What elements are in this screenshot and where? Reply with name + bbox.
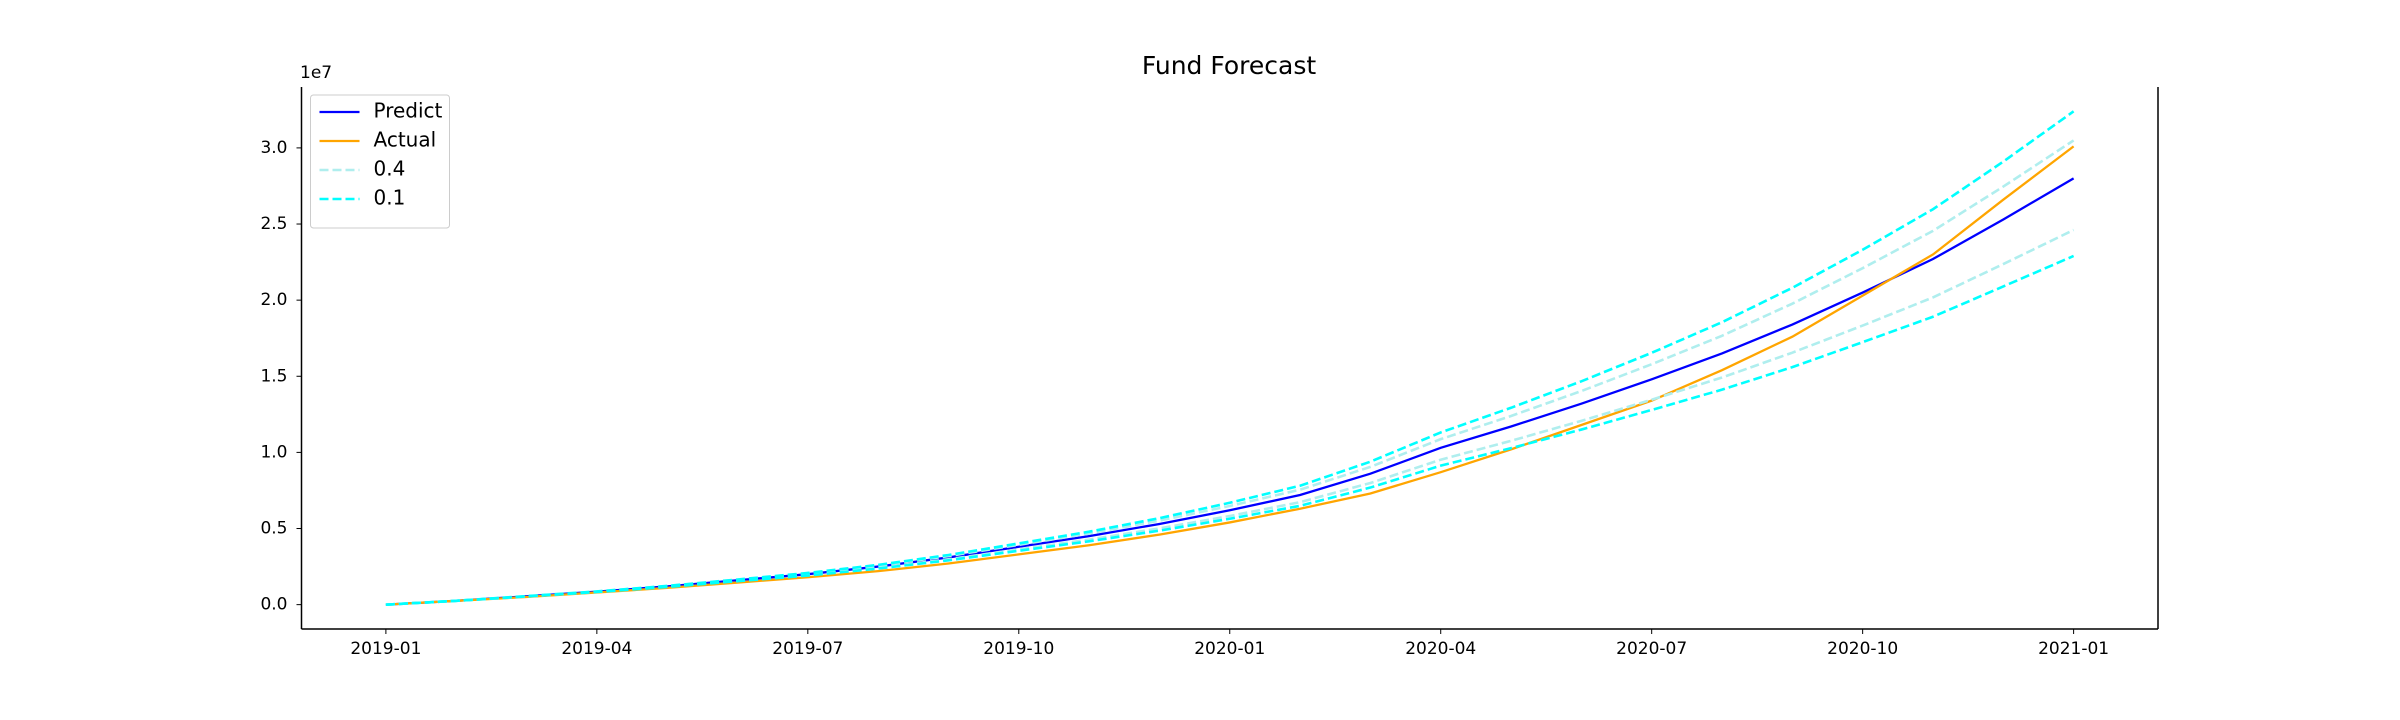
legend-label: Actual	[374, 128, 437, 152]
y-tick-label: 0.0	[260, 595, 287, 615]
x-tick-label: 2020-07	[1616, 639, 1687, 659]
x-tick-label: 2020-10	[1827, 639, 1898, 659]
y-tick-label: 0.5	[260, 519, 287, 539]
y-tick-label: 2.5	[260, 214, 287, 234]
x-tick-label: 2019-04	[561, 639, 632, 659]
x-tick-label: 2019-07	[772, 639, 843, 659]
legend-box	[310, 94, 450, 229]
x-tick-label: 2019-01	[350, 639, 421, 659]
legend-label: 0.4	[374, 157, 406, 181]
y-offset-label: 1e7	[300, 63, 332, 83]
y-tick-label: 2.0	[260, 290, 287, 310]
x-tick-label: 2021-01	[2038, 639, 2109, 659]
y-tick-label: 1.0	[260, 442, 287, 462]
legend-label: 0.1	[374, 186, 406, 210]
y-tick-label: 3.0	[260, 138, 287, 158]
y-tick-label: 1.5	[260, 366, 287, 386]
chart-title: Fund Forecast	[1142, 51, 1317, 80]
x-tick-label: 2020-04	[1405, 639, 1476, 659]
legend-label: Predict	[374, 99, 443, 123]
x-tick-label: 2020-01	[1194, 639, 1265, 659]
series-line	[385, 254, 2075, 606]
x-tick-label: 2019-10	[983, 639, 1054, 659]
